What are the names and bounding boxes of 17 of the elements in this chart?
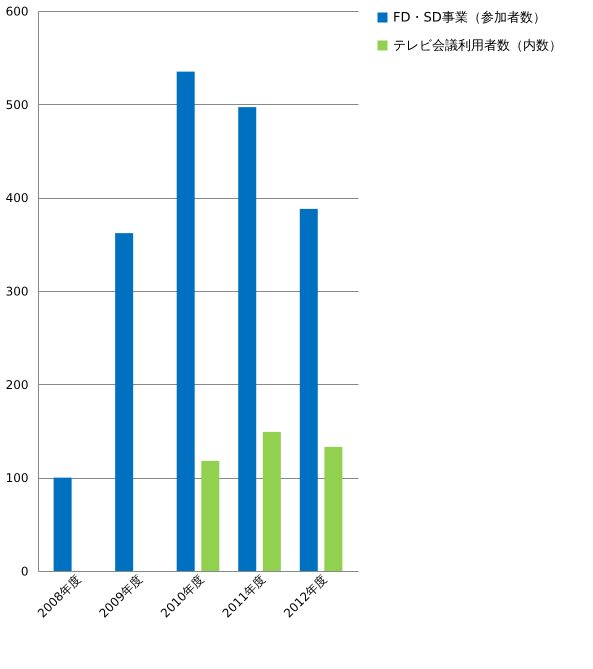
bar xyxy=(324,446,342,571)
bar xyxy=(54,478,72,571)
bar xyxy=(176,72,195,571)
y-tick-label: 300 xyxy=(6,284,28,298)
y-tick-label: 200 xyxy=(6,378,28,392)
bar xyxy=(115,233,134,571)
bar xyxy=(238,107,256,571)
y-tick-label: 600 xyxy=(6,4,28,18)
y-tick-label: 400 xyxy=(6,191,28,206)
y-tick-label: 500 xyxy=(6,98,28,112)
bar xyxy=(201,460,220,571)
legend-label: FD・SD事業（参加者数） xyxy=(393,10,546,26)
bar xyxy=(300,208,318,571)
bar xyxy=(262,432,281,571)
y-tick-label: 0 xyxy=(20,564,28,578)
legend-label: テレビ会議利用者数（内数） xyxy=(393,38,562,54)
y-tick-label: 100 xyxy=(6,471,28,486)
